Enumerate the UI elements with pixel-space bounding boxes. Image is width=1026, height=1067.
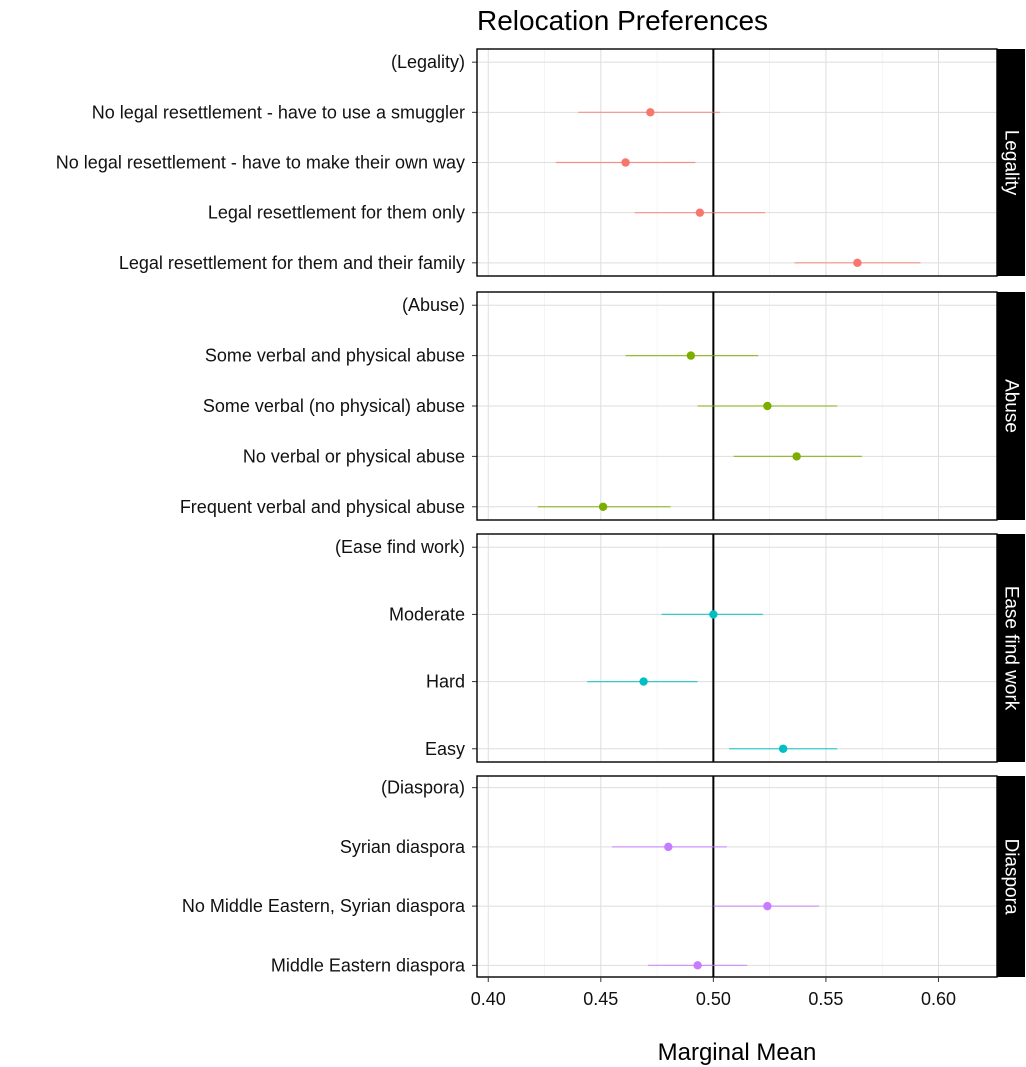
facet-strip-label: Ease find work — [1001, 586, 1022, 711]
y-tick-label: No Middle Eastern, Syrian diaspora — [182, 896, 466, 916]
estimate-point — [664, 842, 673, 852]
estimate-point — [763, 401, 772, 411]
panel-background — [477, 776, 997, 977]
y-tick-label: Frequent verbal and physical abuse — [180, 497, 465, 517]
y-tick-label: Legal resettlement for them and their fa… — [119, 253, 465, 273]
estimate-point — [695, 208, 705, 217]
estimate-point — [598, 502, 608, 511]
y-tick-label: Some verbal and physical abuse — [205, 346, 465, 366]
estimate-point — [853, 258, 862, 268]
estimate-point — [792, 452, 801, 461]
facet-strip — [997, 776, 1025, 977]
facet-strip-label: Diaspora — [1001, 838, 1022, 914]
y-tick-label: Syrian diaspora — [340, 837, 466, 857]
estimate-point — [709, 610, 718, 619]
y-tick-label: No verbal or physical abuse — [243, 446, 465, 466]
y-tick-label: Hard — [426, 672, 465, 692]
y-tick-label: (Diaspora) — [381, 778, 465, 798]
estimate-point — [686, 351, 696, 360]
y-tick-label: Legal resettlement for them only — [208, 203, 465, 223]
facet-panels: (Legality) No legal resettlement - have t… — [56, 48, 1025, 978]
facet-strip-label: Legality — [1001, 130, 1022, 196]
x-tick-label: 0.45 — [583, 989, 618, 1009]
y-tick-label: No legal resettlement - have to make the… — [56, 153, 465, 173]
estimate-point — [693, 961, 702, 970]
facet-strip — [997, 534, 1025, 762]
y-tick-label: Moderate — [389, 604, 465, 624]
y-tick-label: Some verbal (no physical) abuse — [203, 396, 465, 416]
estimate-point — [778, 744, 788, 753]
facet-strip — [997, 292, 1025, 520]
y-tick-label: Easy — [425, 739, 465, 759]
facet-strip — [997, 49, 1025, 276]
x-tick-label: 0.50 — [696, 989, 731, 1009]
y-tick-label: (Abuse) — [402, 295, 465, 315]
estimate-point — [639, 677, 648, 686]
facet-panel: (Ease find work) Moderate Hard Easy Ease fin… — [335, 533, 1025, 763]
chart-title: Relocation Preferences — [477, 5, 768, 36]
panel-background — [477, 534, 997, 762]
x-axis-label: Marginal Mean — [658, 1039, 817, 1066]
facet-strip-label: Abuse — [1001, 379, 1022, 433]
facet-panel: (Abuse) Some verbal and physical abuse Som… — [180, 291, 1025, 521]
estimate-point — [763, 901, 772, 911]
x-tick-label: 0.60 — [921, 989, 956, 1009]
y-tick-label: Middle Eastern diaspora — [271, 955, 466, 975]
facet-panel: (Legality) No legal resettlement - have t… — [56, 48, 1025, 277]
y-tick-label: (Ease find work) — [335, 537, 465, 557]
facet-panel: (Diaspora) Syrian diaspora No Middle Easte… — [182, 775, 1025, 978]
x-tick-label: 0.40 — [471, 989, 506, 1009]
x-tick-label: 0.55 — [808, 989, 843, 1009]
y-tick-label: (Legality) — [391, 52, 465, 72]
y-tick-label: No legal resettlement - have to use a sm… — [92, 102, 465, 122]
estimate-point — [646, 108, 655, 117]
x-axis: 0.40 0.45 0.50 0.55 0.60 — [471, 977, 956, 1009]
estimate-point — [621, 158, 630, 167]
